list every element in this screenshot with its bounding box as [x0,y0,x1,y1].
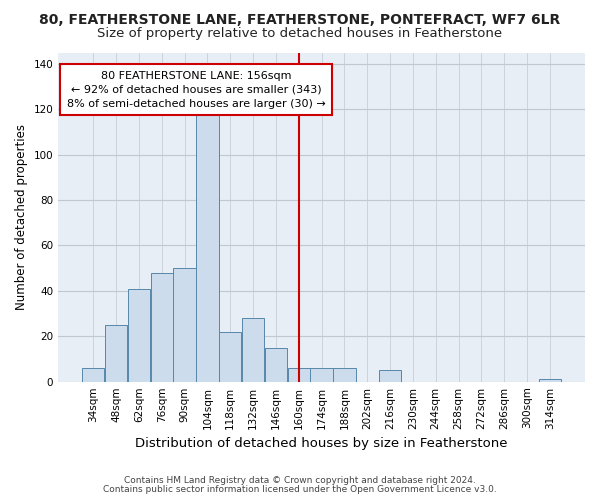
Bar [333,368,356,382]
Y-axis label: Number of detached properties: Number of detached properties [15,124,28,310]
Text: Size of property relative to detached houses in Featherstone: Size of property relative to detached ho… [97,28,503,40]
Bar [105,325,127,382]
Bar [539,380,561,382]
Text: Contains HM Land Registry data © Crown copyright and database right 2024.: Contains HM Land Registry data © Crown c… [124,476,476,485]
Bar [287,368,310,382]
Bar [196,114,218,382]
Bar [82,368,104,382]
X-axis label: Distribution of detached houses by size in Featherstone: Distribution of detached houses by size … [136,437,508,450]
Text: Contains public sector information licensed under the Open Government Licence v3: Contains public sector information licen… [103,484,497,494]
Bar [265,348,287,382]
Bar [219,332,241,382]
Bar [379,370,401,382]
Bar [310,368,333,382]
Text: 80, FEATHERSTONE LANE, FEATHERSTONE, PONTEFRACT, WF7 6LR: 80, FEATHERSTONE LANE, FEATHERSTONE, PON… [40,12,560,26]
Text: 80 FEATHERSTONE LANE: 156sqm
← 92% of detached houses are smaller (343)
8% of se: 80 FEATHERSTONE LANE: 156sqm ← 92% of de… [67,70,325,108]
Bar [128,288,150,382]
Bar [173,268,196,382]
Bar [242,318,264,382]
Bar [151,272,173,382]
